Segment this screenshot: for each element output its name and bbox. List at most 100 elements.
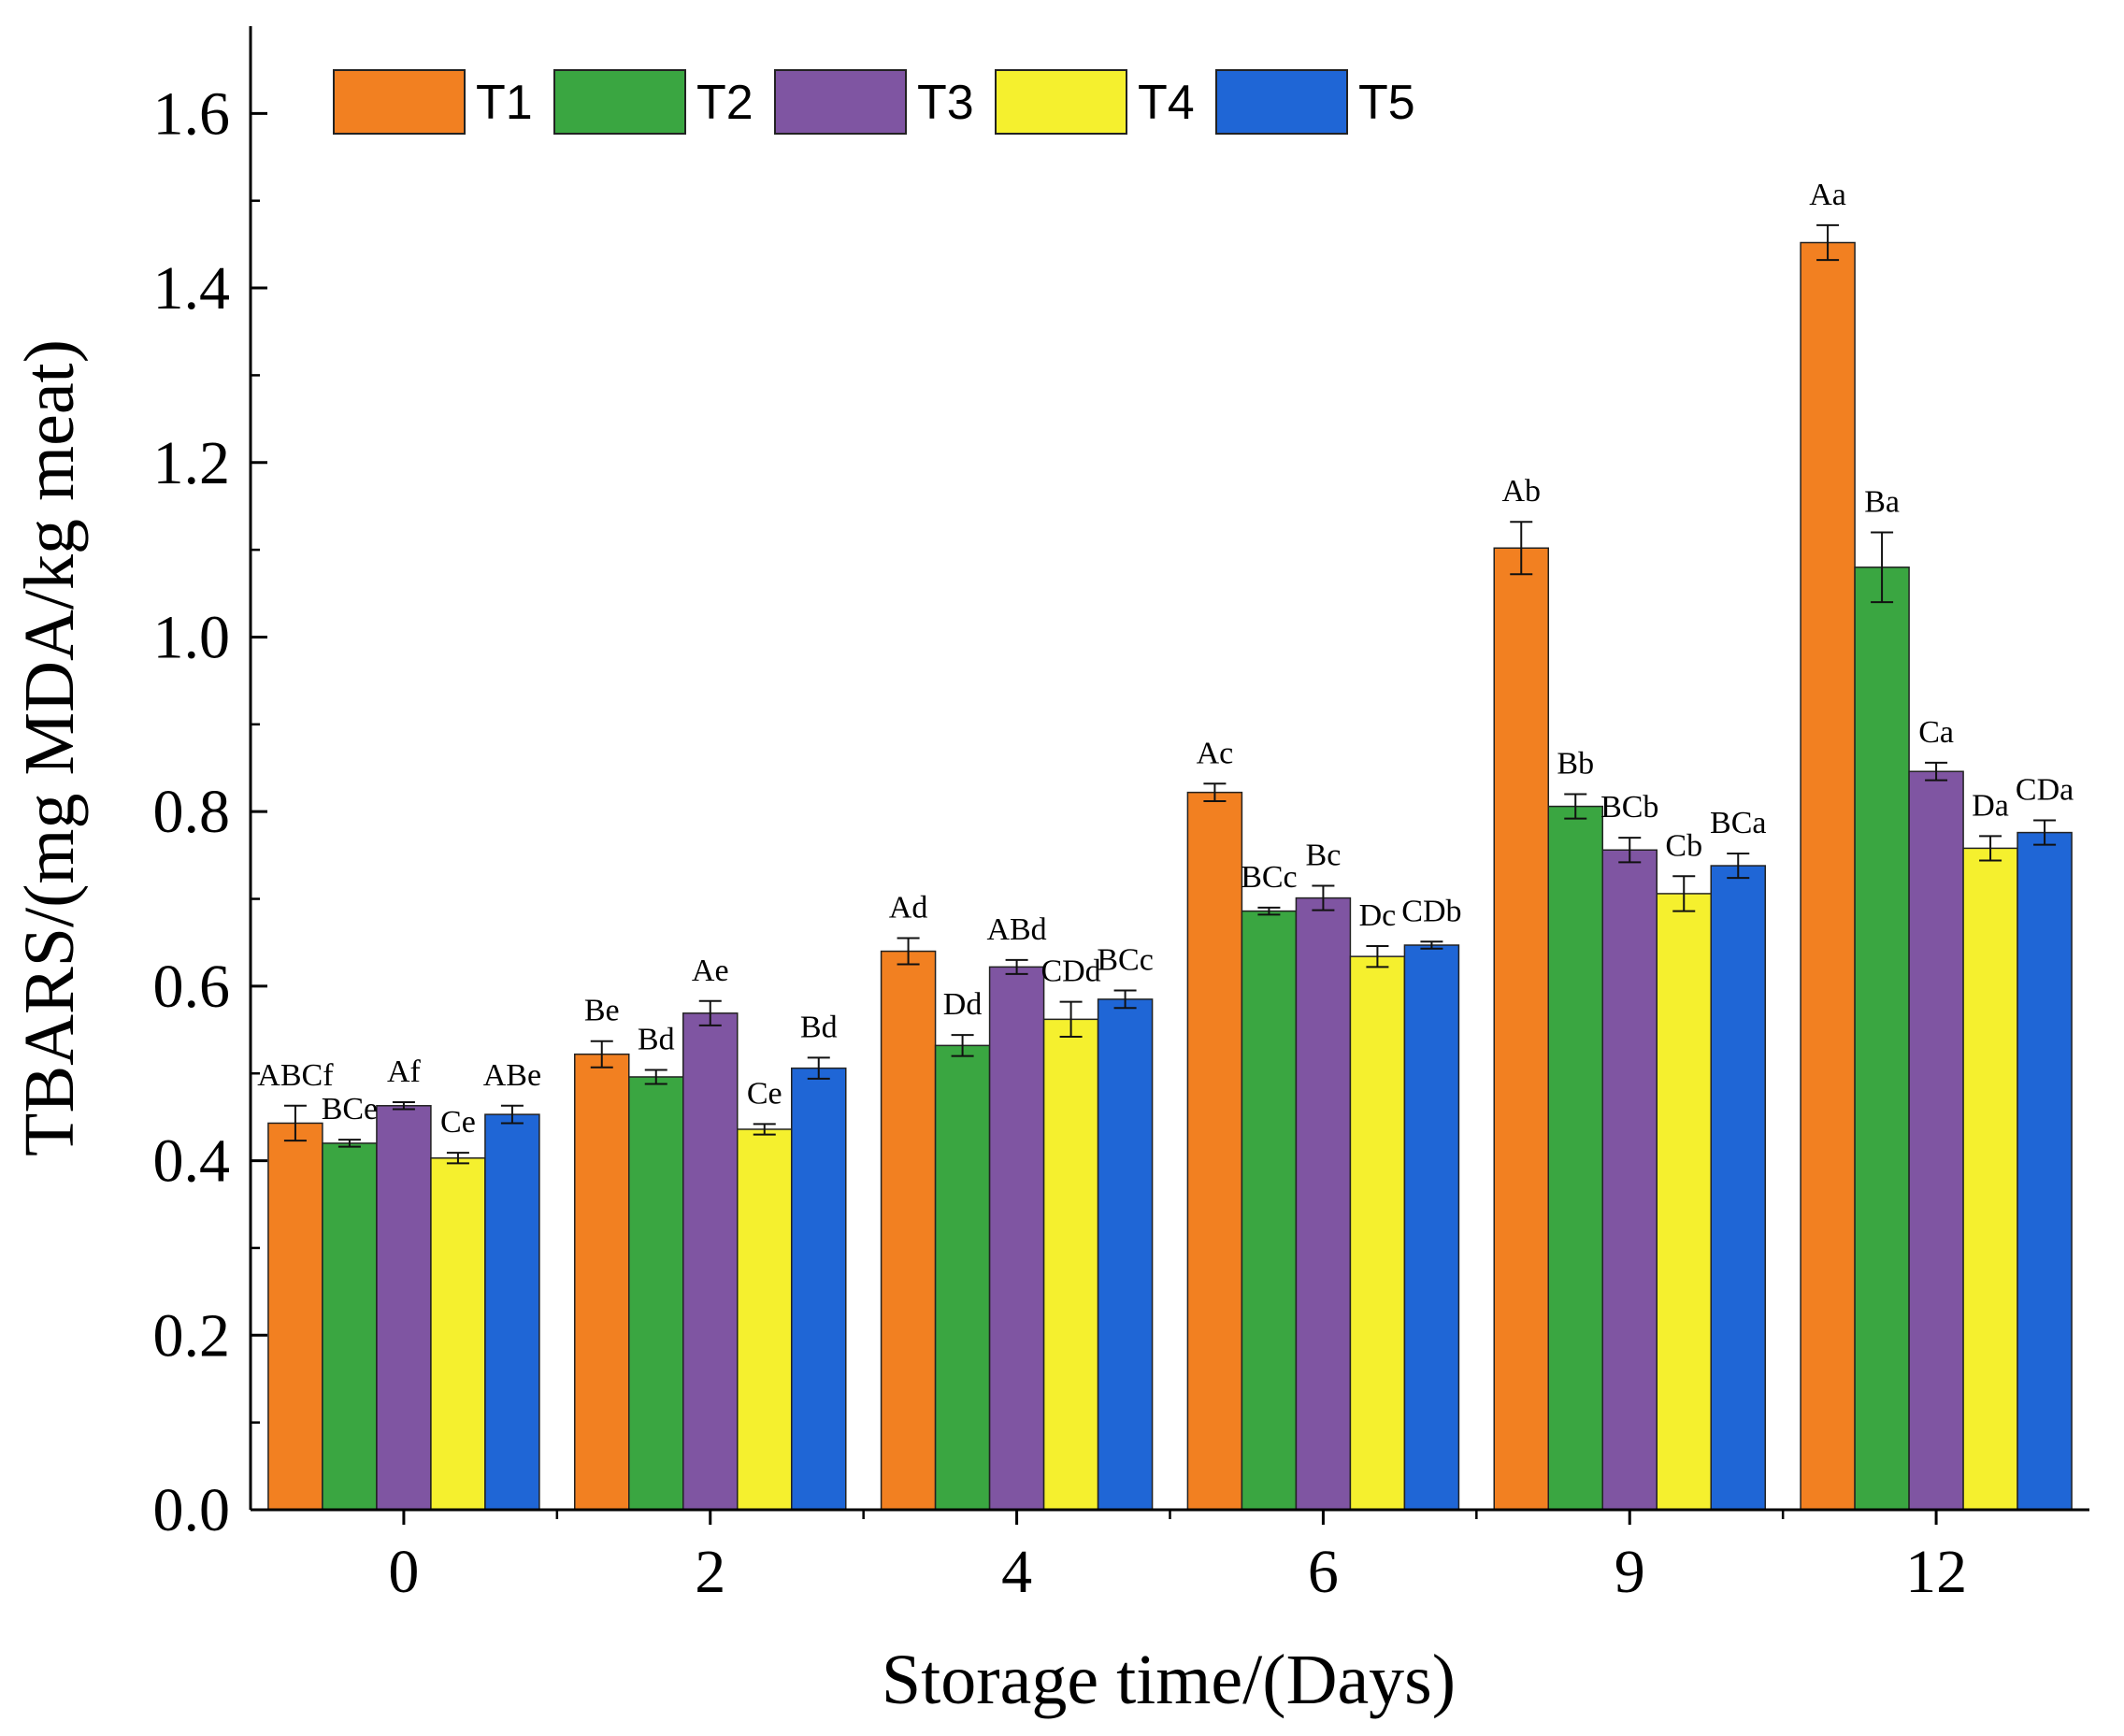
bar-t2-day-2 — [628, 1076, 684, 1511]
significance-label-t5-day-0: ABe — [483, 1058, 541, 1093]
x-axis-title: Storage time/(Days) — [882, 1641, 1456, 1719]
error-bar-t5-day-0 — [500, 1104, 524, 1125]
y-axis-title: TBARS/(mg MDA/kg meat) — [10, 339, 89, 1156]
x-tick-label-6: 6 — [1308, 1538, 1339, 1606]
y-tick-label: 1.2 — [153, 429, 231, 497]
bar-t1-day-0 — [267, 1122, 323, 1511]
significance-label-t1-day-6: Ac — [1197, 736, 1234, 770]
bar-t4-day-4 — [1042, 1018, 1099, 1511]
error-bar-t4-day-9 — [1672, 875, 1696, 912]
error-bar-t2-day-6 — [1257, 906, 1281, 916]
bar-t4-day-12 — [1962, 847, 2018, 1511]
bar-t2-day-0 — [322, 1142, 378, 1511]
x-tick-label-12: 12 — [1905, 1538, 1967, 1606]
legend-swatch-t5 — [1215, 69, 1348, 135]
significance-label-t3-day-9: BCb — [1600, 790, 1658, 825]
bar-t3-day-12 — [1908, 770, 1964, 1511]
error-bar-t2-day-12 — [1871, 531, 1894, 604]
legend-label-t4: T4 — [1138, 76, 1195, 130]
bar-t5-day-0 — [484, 1113, 540, 1511]
legend-item-t3: T3 — [774, 69, 974, 135]
legend-item-t4: T4 — [995, 69, 1195, 135]
significance-label-t5-day-9: BCa — [1710, 806, 1766, 840]
significance-label-t2-day-0: BCe — [322, 1092, 378, 1126]
significance-label-t1-day-0: ABCf — [257, 1058, 334, 1093]
error-bar-t3-day-0 — [392, 1101, 415, 1111]
y-tick-label: 1.4 — [153, 254, 231, 323]
significance-label-t1-day-9: Ab — [1501, 474, 1541, 509]
bar-t1-day-12 — [1800, 241, 1856, 1511]
significance-labels-layer: ABCfBCeAfCeABeBeBdAeCeBdAdDdABdCDdBCcAcB… — [257, 178, 2074, 1140]
x-tick-label-9: 9 — [1615, 1538, 1645, 1606]
error-bar-t1-day-0 — [283, 1104, 307, 1142]
legend-item-t1: T1 — [333, 69, 533, 135]
significance-label-t5-day-12: CDa — [2016, 773, 2074, 808]
legend-swatch-t4 — [995, 69, 1127, 135]
error-bar-t1-day-2 — [590, 1040, 613, 1069]
significance-label-t4-day-2: Ce — [747, 1076, 782, 1111]
bar-t3-day-2 — [682, 1012, 739, 1511]
error-bar-t3-day-4 — [1005, 958, 1028, 975]
error-bar-t1-day-12 — [1816, 223, 1840, 262]
error-bar-t1-day-4 — [897, 937, 920, 966]
x-tick-label-0: 0 — [388, 1538, 419, 1606]
significance-label-t2-day-12: Ba — [1864, 484, 1900, 519]
bar-t5-day-6 — [1403, 944, 1460, 1511]
significance-label-t2-day-6: BCc — [1241, 860, 1297, 895]
error-bar-t2-day-2 — [644, 1069, 667, 1085]
legend-item-t5: T5 — [1215, 69, 1415, 135]
significance-label-t4-day-4: CDd — [1040, 954, 1100, 989]
bar-t3-day-4 — [988, 966, 1045, 1511]
error-bar-t5-day-4 — [1113, 989, 1137, 1010]
bar-t2-day-12 — [1854, 567, 1910, 1511]
bar-t1-day-6 — [1186, 791, 1243, 1511]
bars-layer — [267, 241, 2073, 1511]
error-bar-t5-day-9 — [1727, 852, 1750, 880]
error-bar-t2-day-4 — [951, 1034, 974, 1057]
y-tick-label: 0.8 — [153, 778, 231, 846]
significance-label-t4-day-6: Dc — [1359, 898, 1397, 933]
y-tick-label: 0.2 — [153, 1301, 231, 1370]
significance-label-t1-day-2: Be — [584, 994, 620, 1028]
bar-t5-day-9 — [1710, 865, 1766, 1511]
legend: T1 T2 T3 T4 T5 — [333, 69, 1415, 135]
bar-t3-day-6 — [1295, 897, 1352, 1511]
significance-label-t4-day-9: Cb — [1665, 828, 1702, 863]
error-bar-t4-day-4 — [1059, 1000, 1083, 1039]
significance-label-t3-day-12: Ca — [1918, 715, 1954, 750]
bar-t4-day-0 — [430, 1157, 486, 1511]
legend-label-t1: T1 — [476, 76, 533, 130]
significance-label-t3-day-2: Ae — [692, 954, 729, 988]
y-tick-label: 1.0 — [153, 603, 231, 671]
bar-t3-day-0 — [376, 1105, 432, 1511]
significance-label-t3-day-4: ABd — [986, 912, 1046, 947]
axes-layer: 0.0 0.2 0.4 0.6 0.8 1.0 1.2 1.4 1.6 0 2 4 6 9 12 — [153, 26, 2089, 1606]
x-tick-label-2: 2 — [695, 1538, 725, 1606]
error-bar-t4-day-2 — [753, 1123, 776, 1136]
significance-label-t2-day-4: Dd — [943, 987, 983, 1022]
error-bar-t3-day-12 — [1925, 761, 1948, 782]
bar-t2-day-9 — [1547, 805, 1603, 1511]
y-tick-label: 0.6 — [153, 953, 231, 1021]
bar-t1-day-4 — [880, 950, 937, 1511]
significance-label-t2-day-9: Bb — [1557, 747, 1594, 782]
bar-t4-day-9 — [1656, 893, 1712, 1511]
legend-swatch-t2 — [553, 69, 686, 135]
bar-t5-day-4 — [1097, 998, 1154, 1511]
significance-label-t3-day-0: Af — [387, 1055, 422, 1089]
error-bar-t5-day-12 — [2033, 819, 2057, 846]
legend-swatch-t3 — [774, 69, 907, 135]
bar-t5-day-12 — [2016, 831, 2073, 1511]
error-bar-t2-day-9 — [1564, 793, 1587, 820]
bar-t4-day-6 — [1349, 955, 1406, 1511]
bar-t4-day-2 — [737, 1128, 793, 1511]
bar-t5-day-2 — [791, 1067, 847, 1511]
error-bar-t1-day-6 — [1203, 782, 1227, 802]
significance-label-t2-day-2: Bd — [638, 1023, 675, 1057]
y-tick-label: 0.4 — [153, 1127, 231, 1196]
legend-label-t3: T3 — [917, 76, 974, 130]
bar-t3-day-9 — [1601, 849, 1658, 1511]
error-bar-t3-day-9 — [1618, 837, 1642, 864]
legend-label-t2: T2 — [696, 76, 753, 130]
